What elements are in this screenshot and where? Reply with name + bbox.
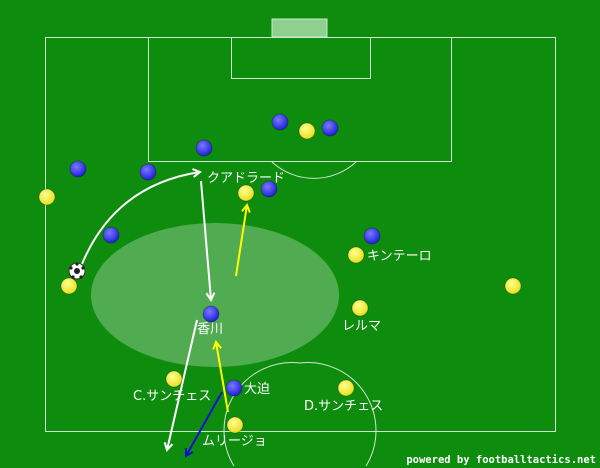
pass-arrow xyxy=(81,172,200,265)
home-player-token[interactable] xyxy=(60,277,78,295)
away-player-token[interactable] xyxy=(139,163,157,181)
run-arrow xyxy=(235,205,247,277)
home-player-token[interactable] xyxy=(226,416,244,434)
home-player-token[interactable] xyxy=(351,299,369,317)
player-label: ムリージョ xyxy=(202,434,267,449)
run-arrow xyxy=(186,391,223,456)
home-player-token[interactable] xyxy=(337,379,355,397)
run-arrow xyxy=(216,342,229,413)
highlight-zone xyxy=(91,223,339,367)
player-label: キンテーロ xyxy=(367,249,432,264)
away-player-token[interactable] xyxy=(69,160,87,178)
away-player-token[interactable] xyxy=(195,139,213,157)
pass-arrow xyxy=(200,180,211,300)
home-player-token[interactable] xyxy=(504,277,522,295)
home-player-token[interactable] xyxy=(347,246,365,264)
home-player-token[interactable] xyxy=(237,184,255,202)
home-player-token[interactable] xyxy=(298,122,316,140)
away-player-token[interactable] xyxy=(321,119,339,137)
player-label: クアドラード xyxy=(207,171,285,186)
player-label: 香川 xyxy=(197,322,223,337)
players-layer xyxy=(38,113,522,434)
away-player-token[interactable] xyxy=(363,227,381,245)
player-label: レルマ xyxy=(342,319,381,334)
away-player-token[interactable] xyxy=(225,379,243,397)
soccer-ball-icon xyxy=(68,262,86,280)
away-player-token[interactable] xyxy=(202,305,220,323)
home-player-token[interactable] xyxy=(38,188,56,206)
player-label: D.サンチェス xyxy=(304,399,383,414)
home-player-token[interactable] xyxy=(165,370,183,388)
goal xyxy=(271,18,328,38)
away-player-token[interactable] xyxy=(102,226,120,244)
player-label: C.サンチェス xyxy=(133,389,211,404)
credit-text: powered by footballtactics.net xyxy=(406,454,596,466)
arrows xyxy=(81,172,247,456)
away-player-token[interactable] xyxy=(260,180,278,198)
away-player-token[interactable] xyxy=(271,113,289,131)
player-label: 大迫 xyxy=(244,382,270,397)
pass-arrow xyxy=(167,319,198,450)
